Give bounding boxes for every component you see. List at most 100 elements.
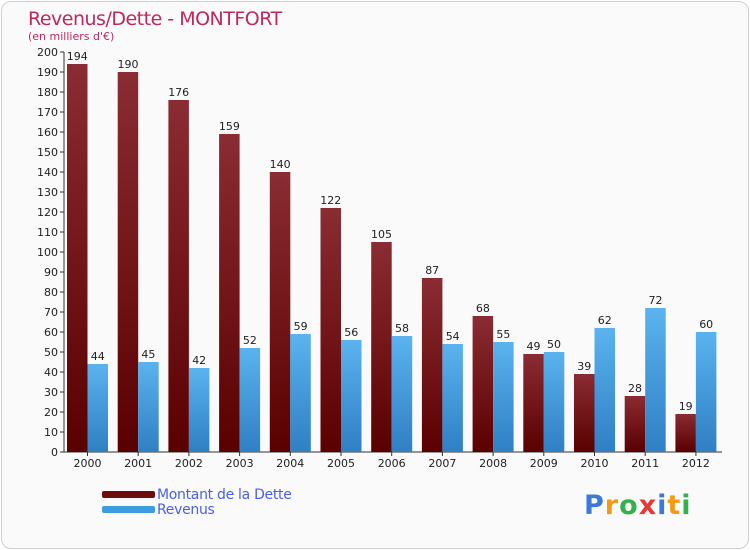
bar-debt bbox=[574, 374, 595, 452]
y-tick-label: 120 bbox=[37, 206, 58, 219]
y-tick-label: 110 bbox=[37, 226, 58, 239]
x-tick-label: 2008 bbox=[479, 457, 507, 470]
bar-debt bbox=[117, 72, 139, 452]
bar-revenue bbox=[645, 308, 666, 452]
value-label-debt: 49 bbox=[527, 340, 541, 353]
legend-swatch-revenue bbox=[102, 506, 155, 513]
x-tick-label: 2012 bbox=[682, 457, 710, 470]
bar-debt bbox=[675, 414, 696, 452]
x-tick-label: 2006 bbox=[378, 457, 406, 470]
bars bbox=[67, 64, 717, 452]
legend-item-debt: Montant de la Dette bbox=[102, 488, 362, 503]
value-label-debt: 28 bbox=[628, 382, 642, 395]
y-tick-label: 170 bbox=[37, 106, 58, 119]
x-tick-label: 2000 bbox=[74, 457, 102, 470]
logo-letter: i bbox=[681, 490, 692, 521]
value-label-revenue: 62 bbox=[598, 314, 612, 327]
y-tick-label: 50 bbox=[44, 346, 58, 359]
bar-revenue bbox=[290, 334, 311, 452]
bar-revenue bbox=[493, 342, 514, 452]
proxiti-logo: Proxiti bbox=[584, 490, 692, 521]
value-label-revenue: 44 bbox=[91, 350, 105, 363]
value-label-revenue: 50 bbox=[547, 338, 561, 351]
x-tick-label: 2002 bbox=[175, 457, 203, 470]
bar-revenue bbox=[695, 332, 717, 452]
legend-item-revenue: Revenus bbox=[102, 503, 362, 518]
bar-debt bbox=[421, 278, 443, 452]
y-tick-label: 160 bbox=[37, 126, 58, 139]
x-tick-label: 2001 bbox=[124, 457, 152, 470]
y-tick-label: 80 bbox=[44, 286, 58, 299]
bar-revenue bbox=[188, 368, 210, 452]
y-tick-label: 180 bbox=[37, 86, 58, 99]
legend: Montant de la Dette Revenus bbox=[102, 488, 362, 518]
bar-revenue bbox=[543, 352, 565, 452]
value-label-revenue: 55 bbox=[496, 328, 510, 341]
y-tick-label: 190 bbox=[37, 66, 58, 79]
y-tick-label: 70 bbox=[44, 306, 58, 319]
y-tick-label: 90 bbox=[44, 266, 58, 279]
y-tick-label: 150 bbox=[37, 146, 58, 159]
bar-revenue bbox=[87, 364, 108, 452]
bar-debt bbox=[523, 354, 544, 452]
bar-debt bbox=[219, 134, 240, 452]
x-tick-label: 2004 bbox=[276, 457, 304, 470]
y-tick-label: 140 bbox=[37, 166, 58, 179]
value-label-debt: 122 bbox=[320, 194, 341, 207]
value-label-debt: 176 bbox=[168, 86, 189, 99]
value-label-debt: 87 bbox=[425, 264, 439, 277]
x-tick-label: 2011 bbox=[631, 457, 659, 470]
legend-swatch-debt bbox=[102, 491, 155, 498]
bar-revenue bbox=[341, 340, 362, 452]
value-label-revenue: 54 bbox=[446, 330, 460, 343]
y-tick-label: 10 bbox=[44, 426, 58, 439]
x-tick-label: 2007 bbox=[428, 457, 456, 470]
value-label-revenue: 52 bbox=[243, 334, 257, 347]
value-label-revenue: 58 bbox=[395, 322, 409, 335]
bar-revenue bbox=[594, 328, 615, 452]
bar-debt bbox=[67, 64, 88, 452]
legend-label-revenue: Revenus bbox=[157, 502, 215, 518]
legend-label-debt: Montant de la Dette bbox=[157, 487, 292, 503]
x-tick-label: 2003 bbox=[226, 457, 254, 470]
value-label-revenue: 45 bbox=[141, 348, 155, 361]
x-tick-label: 2005 bbox=[327, 457, 355, 470]
bar-revenue bbox=[138, 362, 159, 452]
value-label-debt: 19 bbox=[679, 400, 693, 413]
bar-debt bbox=[624, 396, 646, 452]
value-label-debt: 194 bbox=[67, 50, 88, 63]
value-label-revenue: 72 bbox=[649, 294, 663, 307]
chart-title: Revenus/Dette - MONTFORT bbox=[28, 8, 282, 30]
bar-revenue bbox=[239, 348, 261, 452]
bar-debt bbox=[371, 242, 392, 452]
value-label-debt: 105 bbox=[371, 228, 392, 241]
x-tick-label: 2009 bbox=[530, 457, 558, 470]
logo-letter: t bbox=[667, 490, 682, 521]
bar-revenue bbox=[391, 336, 413, 452]
logo-letter: i bbox=[657, 490, 668, 521]
logo-letter: o bbox=[619, 490, 639, 521]
y-tick-label: 40 bbox=[44, 366, 58, 379]
x-tick-label: 2010 bbox=[581, 457, 609, 470]
logo-letter: r bbox=[604, 490, 620, 521]
y-tick-label: 0 bbox=[51, 446, 58, 459]
y-tick-label: 60 bbox=[44, 326, 58, 339]
logo-letter: x bbox=[638, 490, 658, 521]
bar-debt bbox=[472, 316, 494, 452]
value-label-debt: 140 bbox=[270, 158, 291, 171]
y-tick-label: 20 bbox=[44, 406, 58, 419]
value-labels: 194 44 190 45 176 42 159 52 140 59 122 56 105 58 87 54 6… bbox=[67, 50, 713, 413]
chart-subtitle: (en milliers d'€) bbox=[28, 30, 115, 43]
y-tick-label: 30 bbox=[44, 386, 58, 399]
value-label-revenue: 59 bbox=[294, 320, 308, 333]
value-label-debt: 39 bbox=[577, 360, 591, 373]
y-tick-label: 130 bbox=[37, 186, 58, 199]
bar-revenue bbox=[442, 344, 463, 452]
value-label-debt: 190 bbox=[118, 58, 139, 71]
logo-letter: P bbox=[584, 490, 605, 521]
value-label-debt: 68 bbox=[476, 302, 490, 315]
value-label-debt: 159 bbox=[219, 120, 240, 133]
bar-debt bbox=[320, 208, 341, 452]
